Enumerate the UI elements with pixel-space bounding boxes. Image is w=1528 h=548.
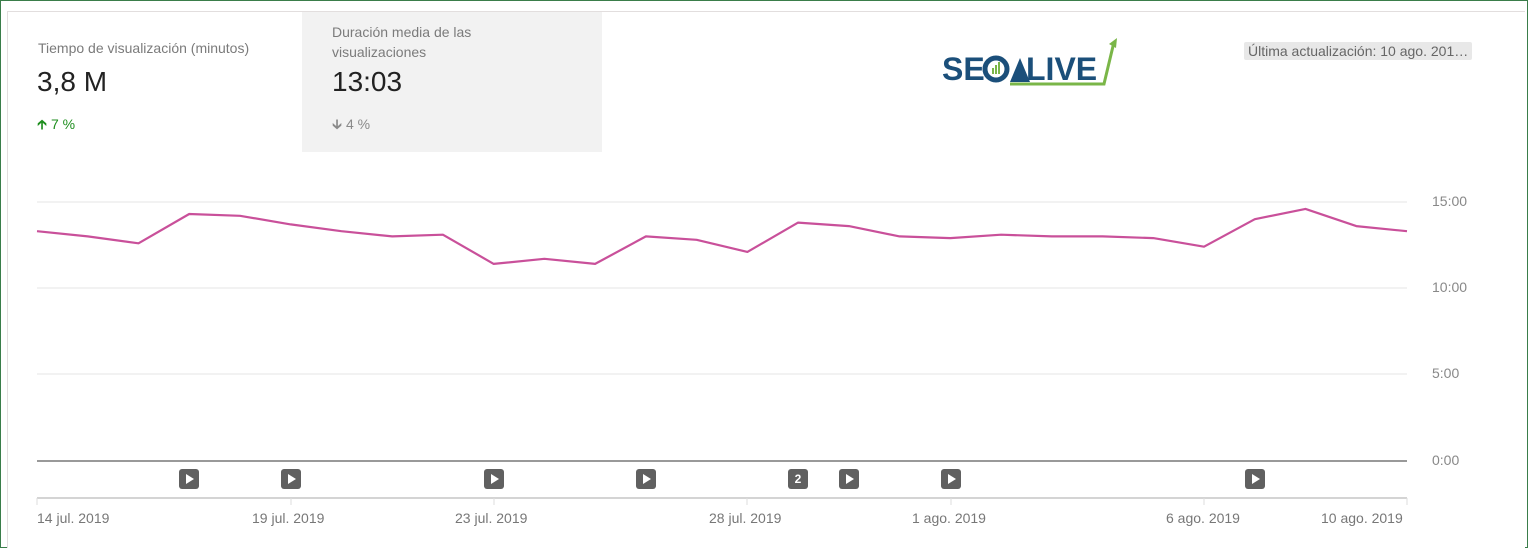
video-marker[interactable] (839, 469, 859, 489)
svg-text:SE: SE (942, 51, 985, 87)
play-icon (491, 474, 499, 484)
delta-value: 4 % (345, 116, 371, 132)
metric-label: Tiempo de visualización (minutos) (38, 40, 250, 56)
video-marker[interactable] (1245, 469, 1265, 489)
y-tick-label: 10:00 (1432, 279, 1468, 295)
x-tick-label: 14 jul. 2019 (37, 510, 110, 526)
play-icon (186, 474, 194, 484)
play-icon (1252, 474, 1260, 484)
play-icon (643, 474, 651, 484)
video-marker[interactable] (484, 469, 504, 489)
arrow-up-icon: 🡱 (37, 116, 48, 132)
x-tick-label: 19 jul. 2019 (252, 510, 325, 526)
x-tick-label: 6 ago. 2019 (1166, 510, 1240, 526)
video-marker[interactable] (281, 469, 301, 489)
play-icon (948, 474, 956, 484)
video-marker[interactable] (636, 469, 656, 489)
metric-value: 13:03 (332, 66, 403, 97)
arrow-down-icon: 🡳 (332, 116, 343, 132)
delta-value: 7 % (50, 116, 76, 132)
svg-text:LIVE: LIVE (1026, 51, 1097, 87)
video-count-marker[interactable]: 2 (788, 469, 808, 489)
seoalive-logo: SE LIVE (940, 36, 1120, 88)
metric-avg-view-duration[interactable]: Duración media de las visualizaciones 13… (302, 12, 602, 152)
metric-delta: 🡳 4 % (332, 114, 370, 138)
video-marker[interactable] (179, 469, 199, 489)
x-tick-label: 10 ago. 2019 (1321, 510, 1403, 526)
y-tick-label: 5:00 (1432, 365, 1460, 381)
x-ticks (36, 498, 1408, 505)
gridlines (37, 201, 1407, 499)
metric-value: 3,8 M (37, 66, 108, 97)
play-icon (288, 474, 296, 484)
play-icon (846, 474, 854, 484)
metric-delta: 🡱 7 % (37, 114, 75, 138)
metric-watch-time[interactable]: Tiempo de visualización (minutos) 3,8 M … (7, 12, 302, 152)
metric-label: Duración media de las visualizaciones (332, 24, 472, 60)
last-updated-badge: Última actualización: 10 ago. 201… (1244, 42, 1473, 60)
video-marker[interactable] (941, 469, 961, 489)
series-line (36, 207, 1408, 265)
x-tick-label: 1 ago. 2019 (912, 510, 986, 526)
y-tick-label: 15:00 (1432, 193, 1468, 209)
analytics-card (7, 11, 1525, 548)
y-tick-label: 0:00 (1432, 452, 1460, 468)
x-tick-label: 28 jul. 2019 (709, 510, 782, 526)
x-tick-label: 23 jul. 2019 (455, 510, 528, 526)
